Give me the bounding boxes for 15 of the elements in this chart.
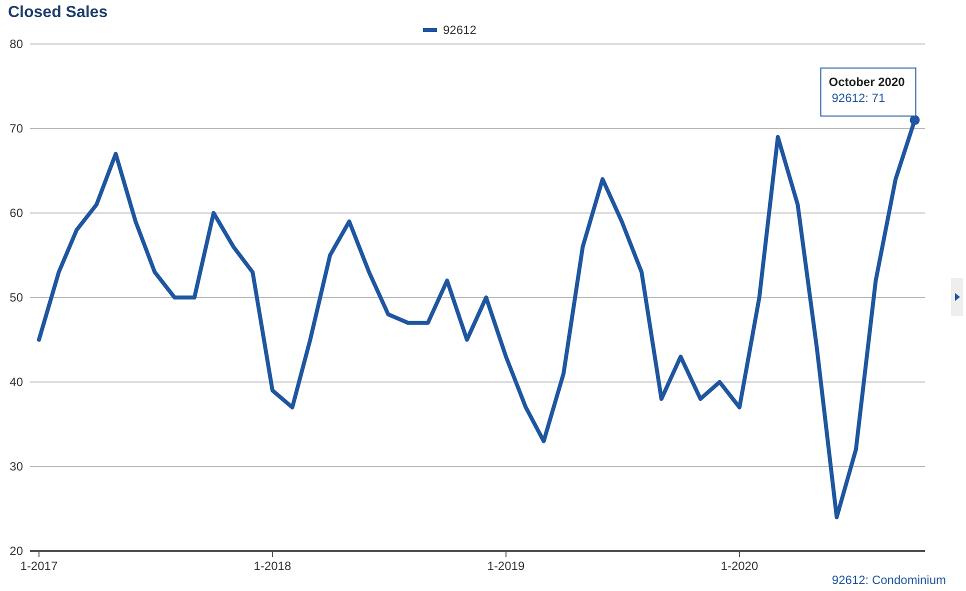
y-tick-label: 30 (10, 460, 24, 474)
y-tick-label: 40 (10, 375, 24, 389)
chart-title: Closed Sales (8, 4, 108, 21)
x-tick-label: 1-2018 (254, 559, 292, 573)
legend-label: 92612 (443, 23, 477, 37)
y-tick-label: 80 (10, 37, 24, 51)
text: 92612: Condominium (832, 573, 946, 587)
y-tick-label: 20 (10, 544, 24, 558)
y-tick-label: 60 (10, 206, 24, 220)
x-tick-label: 1-2019 (487, 559, 525, 573)
y-tick-label: 50 (10, 290, 24, 304)
y-tick-label: 70 (10, 122, 24, 136)
x-tick-label: 1-2020 (720, 559, 758, 573)
x-tick-label: 1-2017 (20, 559, 58, 573)
annotation: October 2020 92612: 71 (828, 75, 906, 106)
